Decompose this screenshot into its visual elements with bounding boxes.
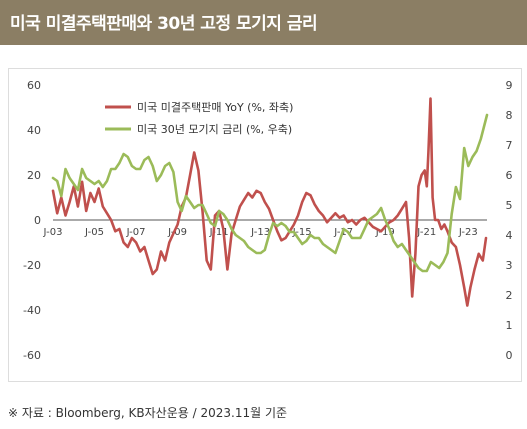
y-right-tick-label: 3 [506, 259, 513, 272]
y-right-tick-label: 8 [506, 109, 513, 122]
y-left-tick-label: -20 [23, 259, 41, 272]
y-right-tick-label: 4 [506, 229, 513, 242]
x-tick-label: J-09 [167, 227, 187, 238]
y-right-tick-label: 0 [506, 349, 513, 362]
x-tick-label: J-11 [209, 227, 229, 238]
y-right-tick-label: 9 [506, 79, 513, 92]
y-right-tick-label: 6 [506, 169, 513, 182]
y-left-tick-label: 60 [27, 79, 41, 92]
title-bar: 미국 미결주택판매와 30년 고정 모기지 금리 [0, 0, 527, 45]
x-tick-label: J-15 [292, 227, 312, 238]
series-line-1 [51, 97, 488, 307]
x-tick-label: J-07 [126, 227, 146, 238]
x-tick-label: J-05 [84, 227, 104, 238]
x-tick-label: J-19 [375, 227, 395, 238]
series-line-2 [51, 113, 489, 273]
legend-label-1: 미국 미결주택판매 YoY (%, 좌축) [137, 101, 293, 114]
x-tick-label: J-21 [416, 227, 436, 238]
x-tick-label: J-23 [458, 227, 478, 238]
y-left-tick-label: 20 [27, 169, 41, 182]
y-right-tick-label: 7 [506, 139, 513, 152]
y-right-tick-label: 5 [506, 199, 513, 212]
chart-panel: -60 -40 -20 0 20 40 60 0 1 2 3 4 5 6 7 8 9 J-03 J-05 J-07 J-… [8, 68, 522, 382]
y-left-tick-label: 40 [27, 124, 41, 137]
y-left-tick-label: -40 [23, 304, 41, 317]
y-right-tick-label: 1 [506, 319, 513, 332]
legend-label-2: 미국 30년 모기지 금리 (%, 우축) [137, 123, 292, 136]
x-tick-label: J-03 [43, 227, 63, 238]
page-title: 미국 미결주택판매와 30년 고정 모기지 금리 [10, 14, 318, 34]
line-chart: -60 -40 -20 0 20 40 60 0 1 2 3 4 5 6 7 8 9 J-03 J-05 J-07 J-… [23, 79, 513, 362]
y-right-tick-label: 2 [506, 289, 513, 302]
source-note: ※ 자료 : Bloomberg, KB자산운용 / 2023.11월 기준 [8, 406, 288, 420]
x-tick-label: J-13 [250, 227, 270, 238]
y-left-tick-label: -60 [23, 349, 41, 362]
y-left-tick-label: 0 [34, 214, 41, 227]
